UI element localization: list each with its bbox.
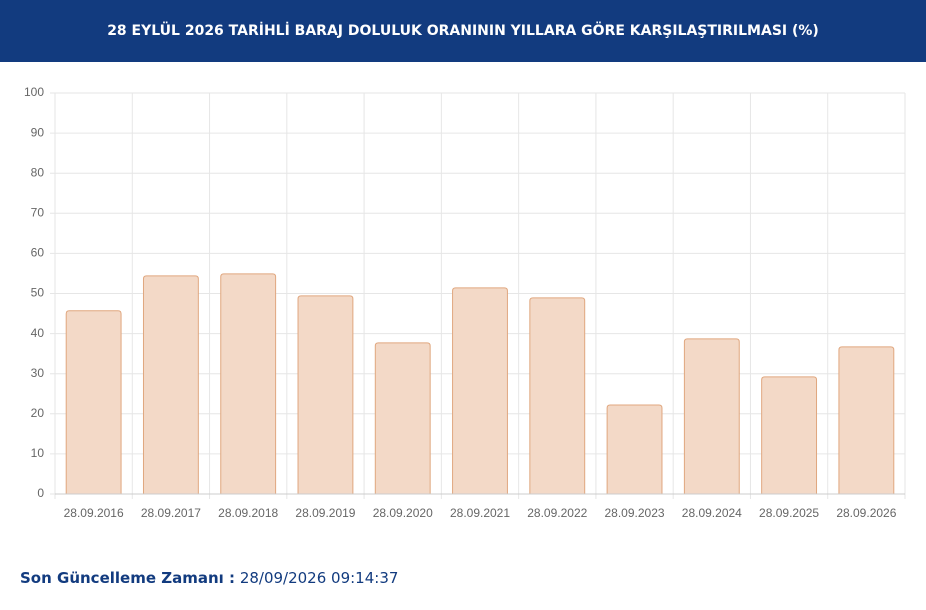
update-time: 28/09/2026 09:14:37 xyxy=(239,569,399,587)
update-label: Son Güncelleme Zamanı : xyxy=(20,569,236,587)
bar xyxy=(220,273,277,495)
x-tick-label: 28.09.2020 xyxy=(373,506,433,520)
y-tick-label: 10 xyxy=(31,446,45,460)
x-tick-label: 28.09.2018 xyxy=(218,506,278,520)
bar xyxy=(142,275,199,495)
x-tick-label: 28.09.2019 xyxy=(295,506,355,520)
x-tick-label: 28.09.2024 xyxy=(682,506,742,520)
y-tick-label: 50 xyxy=(31,286,45,300)
y-tick-label: 90 xyxy=(31,125,45,139)
y-tick-label: 40 xyxy=(31,326,45,340)
bar xyxy=(606,404,663,495)
chart-title: 28 EYLÜL 2026 TARİHLİ BARAJ DOLULUK ORAN… xyxy=(107,23,819,39)
y-tick-label: 60 xyxy=(31,246,45,260)
x-tick-label: 28.09.2021 xyxy=(450,506,510,520)
footer: Son Güncelleme Zamanı : 28/09/2026 09:14… xyxy=(20,569,398,587)
bar xyxy=(452,287,508,495)
y-tick-label: 100 xyxy=(24,85,44,99)
x-tick-label: 28.09.2025 xyxy=(759,506,819,520)
bar xyxy=(683,338,740,495)
bar xyxy=(65,310,122,495)
x-tick-label: 28.09.2022 xyxy=(527,506,587,520)
y-tick-label: 0 xyxy=(37,486,44,500)
x-tick-label: 28.09.2026 xyxy=(836,506,896,520)
bar xyxy=(374,342,431,495)
bar xyxy=(761,376,818,495)
y-tick-label: 30 xyxy=(31,366,45,380)
y-tick-label: 20 xyxy=(31,406,45,420)
chart: 0 10 20 30 40 50 60 70 80 90 100 28.09.2016 28.09.20… xyxy=(24,85,906,520)
x-tick-label: 28.09.2017 xyxy=(141,506,201,520)
y-tick-label: 70 xyxy=(31,205,45,219)
bar xyxy=(297,295,354,495)
x-tick-label: 28.09.2016 xyxy=(64,506,124,520)
header: 28 EYLÜL 2026 TARİHLİ BARAJ DOLULUK ORAN… xyxy=(0,0,926,62)
x-tick-label: 28.09.2023 xyxy=(605,506,665,520)
bar xyxy=(838,346,895,495)
y-tick-label: 80 xyxy=(31,165,45,179)
bar xyxy=(529,297,586,495)
